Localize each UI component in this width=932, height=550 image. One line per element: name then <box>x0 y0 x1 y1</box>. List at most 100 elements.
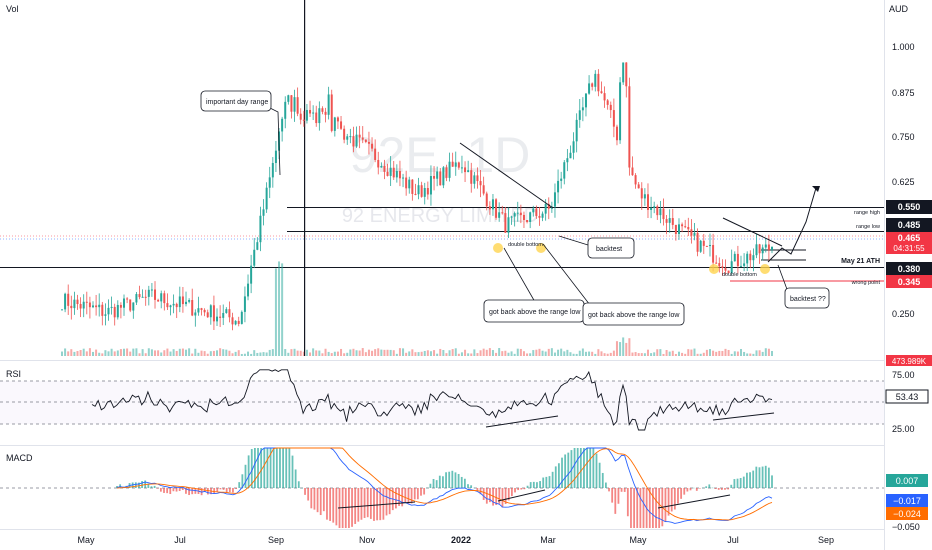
macd-hist-bar <box>279 448 281 488</box>
double-bottom-marker <box>760 264 770 274</box>
volume-bar <box>433 350 436 356</box>
range-low-label: range low <box>856 224 880 230</box>
volume-bar <box>516 348 519 356</box>
macd-trendline-3[interactable] <box>657 494 731 509</box>
volume-bar <box>712 350 715 356</box>
volume-bar <box>312 348 315 356</box>
macd-hist-bar <box>680 488 683 499</box>
macd-hist-bar <box>454 472 457 488</box>
macd-tick: −0.050 <box>892 522 920 532</box>
time-tick: May <box>77 535 95 545</box>
volume-bar <box>296 350 299 356</box>
candle-body <box>628 86 631 168</box>
candle-body <box>758 244 761 254</box>
candle-body <box>541 213 544 218</box>
volume-bar <box>175 350 178 356</box>
candle-body <box>665 219 668 223</box>
volume-bar <box>619 342 622 356</box>
volume-bar <box>594 353 597 356</box>
candle-body <box>535 208 538 216</box>
candle-body <box>581 107 584 111</box>
volume-bar <box>721 350 724 356</box>
callout-box[interactable] <box>587 237 635 259</box>
volume-bar <box>299 350 302 356</box>
volume-bar <box>420 351 423 356</box>
volume-bar <box>600 351 603 356</box>
candle-body <box>433 176 436 179</box>
callout-box[interactable] <box>200 90 272 112</box>
volume-bar <box>656 349 659 356</box>
volume-bar <box>457 353 460 356</box>
candle-body <box>327 94 330 115</box>
candle-body <box>116 304 119 318</box>
callout-connector <box>558 235 589 246</box>
candle-body <box>643 194 646 199</box>
volume-bar <box>408 351 411 356</box>
volume-bar <box>526 353 529 356</box>
callout-box[interactable] <box>784 287 830 309</box>
volume-bar <box>575 353 578 356</box>
candle-body <box>259 215 262 243</box>
volume-bar <box>278 261 281 356</box>
macd-hist-bar <box>188 488 190 496</box>
candle-body <box>609 104 612 111</box>
callout-box[interactable] <box>582 302 685 326</box>
macd-hist-bar <box>329 488 332 521</box>
candle-body <box>560 178 563 181</box>
rsi-trendline-1[interactable] <box>485 415 559 428</box>
volume-bar <box>104 350 107 356</box>
volume-bar <box>634 352 637 356</box>
volume-bar <box>163 350 166 356</box>
candle-body <box>485 193 488 207</box>
macd-trendline-1[interactable] <box>337 501 416 509</box>
volume-bar <box>287 352 290 356</box>
macd-hist-bar <box>639 488 642 528</box>
candle-body <box>615 126 618 141</box>
volume-bar <box>749 353 752 356</box>
candle-body <box>67 293 70 306</box>
downtrend-line-1[interactable] <box>459 142 554 209</box>
volume-bar <box>696 353 699 356</box>
macd-trendline-2[interactable] <box>497 489 546 502</box>
macd-hist-bar <box>673 488 676 510</box>
double-bottom-marker <box>536 243 546 253</box>
volume-bar <box>417 352 420 356</box>
projection-path[interactable] <box>767 187 817 263</box>
volume-bar <box>550 348 553 356</box>
candle-body <box>185 301 188 305</box>
macd-hist-bar <box>623 488 626 492</box>
macd-hist-bar <box>175 488 178 492</box>
downtrend-line-2[interactable] <box>722 217 783 247</box>
rsi-badge <box>885 389 929 404</box>
annotation-double-bottom-2: double bottom <box>722 272 757 278</box>
candle-body <box>361 137 364 140</box>
volume-bar <box>755 350 758 356</box>
volume-bar <box>615 341 618 356</box>
volume-bar <box>764 348 767 356</box>
macd-hist-bar <box>501 488 504 508</box>
projection-arrowhead <box>812 186 820 192</box>
volume-bar <box>501 351 504 356</box>
candle-body <box>557 180 560 193</box>
volume-bar <box>739 348 742 356</box>
rsi-trendline-2[interactable] <box>712 412 775 421</box>
macd-hist-bar <box>576 448 579 488</box>
macd-hist-bar <box>507 488 510 501</box>
price-tick: 0.625 <box>892 177 915 187</box>
volume-bar <box>147 348 150 356</box>
volume-bar <box>467 353 470 356</box>
macd-hist-bar <box>322 488 325 512</box>
volume-bar <box>491 350 494 356</box>
volume-bar <box>119 349 122 356</box>
macd-hist-bar <box>554 466 557 488</box>
candle-body <box>420 185 423 197</box>
macd-line-badge-text: −0.017 <box>893 496 921 506</box>
volume-bar <box>563 351 566 356</box>
volume-bar <box>445 353 448 356</box>
volume-bar <box>674 353 677 356</box>
candle-body <box>566 158 569 163</box>
volume-bar <box>265 352 268 356</box>
candle-body <box>231 317 234 325</box>
candle-body <box>572 141 575 153</box>
